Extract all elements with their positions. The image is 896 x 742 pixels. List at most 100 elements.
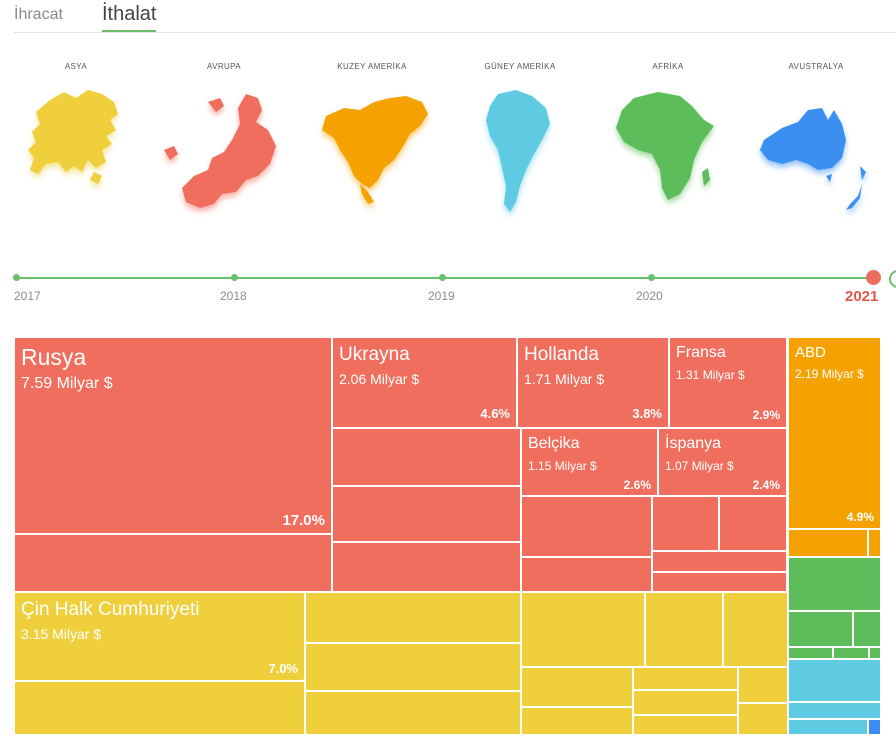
cell-country-name: Rusya xyxy=(21,344,87,370)
cell-share: 4.9% xyxy=(846,510,874,524)
treemap-cell[interactable] xyxy=(652,496,719,551)
asia-shape xyxy=(28,90,118,184)
treemap-cell-abd[interactable]: ABD 2.19 Milyar $ 4.9% xyxy=(788,337,881,529)
cell-value: 2.06 Milyar $ xyxy=(339,371,420,387)
region-label: AVRUPA xyxy=(206,62,242,71)
year-label[interactable]: 2019 xyxy=(428,289,455,303)
treemap-cell[interactable] xyxy=(738,667,788,703)
treemap-cell[interactable] xyxy=(633,690,738,715)
treemap-cell[interactable] xyxy=(633,715,738,735)
cell-country-name: Ukrayna xyxy=(339,344,410,365)
treemap-cell-i-spanya[interactable]: İspanya 1.07 Milyar $ 2.4% xyxy=(658,428,787,496)
region-australia[interactable]: AVUSTRALYA xyxy=(742,58,890,228)
treemap-cell-rusya[interactable]: Rusya 7.59 Milyar $ 17.0% xyxy=(14,337,332,534)
treemap-cell[interactable] xyxy=(652,572,787,592)
treemap-cell[interactable] xyxy=(305,643,521,691)
year-label[interactable]: 2018 xyxy=(220,289,247,303)
treemap-cell[interactable] xyxy=(645,592,723,667)
treemap-cell[interactable] xyxy=(521,707,633,735)
treemap-cell[interactable] xyxy=(788,719,868,735)
treemap-cell[interactable] xyxy=(869,647,881,659)
treemap-cell-fransa[interactable]: Fransa 1.31 Milyar $ 2.9% xyxy=(669,337,787,428)
cell-share: 3.8% xyxy=(632,406,662,421)
timeline-dot-2018[interactable] xyxy=(231,274,238,281)
treemap-cell[interactable] xyxy=(833,647,869,659)
treemap-cell--in-halk-cumhuriyeti[interactable]: Çin Halk Cumhuriyeti 3.15 Milyar $ 7.0% xyxy=(14,592,305,681)
europe-shape xyxy=(164,94,276,208)
year-label[interactable]: 2017 xyxy=(14,289,41,303)
treemap-cell[interactable] xyxy=(853,611,881,647)
region-label: ASYA xyxy=(64,62,88,71)
africa-shape xyxy=(616,92,714,200)
region-north-america[interactable]: KUZEY AMERİKA xyxy=(298,58,446,228)
cell-share: 4.6% xyxy=(480,406,510,421)
timeline-dot-2021[interactable] xyxy=(866,270,881,285)
treemap-cell-ukrayna[interactable]: Ukrayna 2.06 Milyar $ 4.6% xyxy=(332,337,517,428)
treemap-cell[interactable] xyxy=(788,529,868,557)
treemap-cell-hollanda[interactable]: Hollanda 1.71 Milyar $ 3.8% xyxy=(517,337,669,428)
region-asia[interactable]: ASYA xyxy=(2,58,150,228)
treemap-cell[interactable] xyxy=(868,529,881,557)
treemap-cell[interactable] xyxy=(633,667,738,690)
cell-country-name: Çin Halk Cumhuriyeti xyxy=(21,599,200,620)
treemap-cell-bel-ika[interactable]: Belçika 1.15 Milyar $ 2.6% xyxy=(521,428,658,496)
north-america-shape xyxy=(322,96,428,204)
cell-country-name: Belçika xyxy=(528,435,580,452)
cell-share: 2.6% xyxy=(623,478,651,492)
south-america-map-icon xyxy=(486,90,550,212)
cell-country-name: Fransa xyxy=(676,344,726,361)
treemap-cell[interactable] xyxy=(788,647,833,659)
treemap-cell[interactable] xyxy=(521,557,652,592)
region-africa[interactable]: AFRİKA xyxy=(594,58,742,228)
cell-country-name: Hollanda xyxy=(524,344,599,365)
treemap-cell[interactable] xyxy=(788,659,881,702)
treemap-cell[interactable] xyxy=(719,496,787,551)
cell-value: 1.31 Milyar $ xyxy=(676,368,745,382)
cell-share: 2.4% xyxy=(752,478,780,492)
year-label-selected[interactable]: 2021 xyxy=(845,288,879,305)
treemap-cell[interactable] xyxy=(868,719,881,735)
asia-map-icon xyxy=(28,90,118,184)
australia-shape xyxy=(760,108,866,210)
region-label: AVUSTRALYA xyxy=(788,62,844,71)
treemap-cell[interactable] xyxy=(521,496,652,557)
treemap-cell[interactable] xyxy=(788,702,881,719)
timeline-dot-2020[interactable] xyxy=(648,274,655,281)
cell-value: 1.07 Milyar $ xyxy=(665,459,734,473)
treemap-cell[interactable] xyxy=(14,534,332,592)
treemap-cell[interactable] xyxy=(332,428,521,486)
import-export-tabs: İhracat İthalat xyxy=(14,0,896,33)
tab-export[interactable]: İhracat xyxy=(14,6,63,23)
treemap-cell[interactable] xyxy=(788,557,881,611)
treemap-cell[interactable] xyxy=(332,542,521,592)
africa-map-icon xyxy=(616,92,714,200)
region-south-america[interactable]: GÜNEY AMERİKA xyxy=(446,58,594,228)
treemap-cell[interactable] xyxy=(788,611,853,647)
treemap-cell[interactable] xyxy=(652,551,787,572)
treemap-cell[interactable] xyxy=(305,691,521,735)
australia-map-icon xyxy=(760,108,866,210)
year-label[interactable]: 2020 xyxy=(636,289,663,303)
region-label: KUZEY AMERİKA xyxy=(337,62,407,71)
cell-share: 7.0% xyxy=(268,661,298,676)
treemap-cell[interactable] xyxy=(14,681,305,735)
region-europe[interactable]: AVRUPA xyxy=(150,58,298,228)
tab-import[interactable]: İthalat xyxy=(102,3,157,32)
cell-value: 1.15 Milyar $ xyxy=(528,459,597,473)
treemap-cell[interactable] xyxy=(305,592,521,643)
timeline-dot-2017[interactable] xyxy=(13,274,20,281)
year-timeline: 2017 2018 2019 2020 2021 xyxy=(0,262,896,306)
region-label: AFRİKA xyxy=(652,62,684,71)
cell-share: 2.9% xyxy=(752,408,780,422)
treemap-cell[interactable] xyxy=(723,592,788,667)
south-america-shape xyxy=(486,90,550,212)
timeline-play-button[interactable] xyxy=(889,270,896,288)
treemap-cell[interactable] xyxy=(332,486,521,542)
timeline-dot-2019[interactable] xyxy=(439,274,446,281)
treemap-cell[interactable] xyxy=(521,592,645,667)
treemap-cell[interactable] xyxy=(521,667,633,707)
cell-value: 3.15 Milyar $ xyxy=(21,626,102,642)
europe-map-icon xyxy=(164,94,276,208)
treemap-cell[interactable] xyxy=(738,703,788,735)
cell-country-name: ABD xyxy=(795,344,826,361)
